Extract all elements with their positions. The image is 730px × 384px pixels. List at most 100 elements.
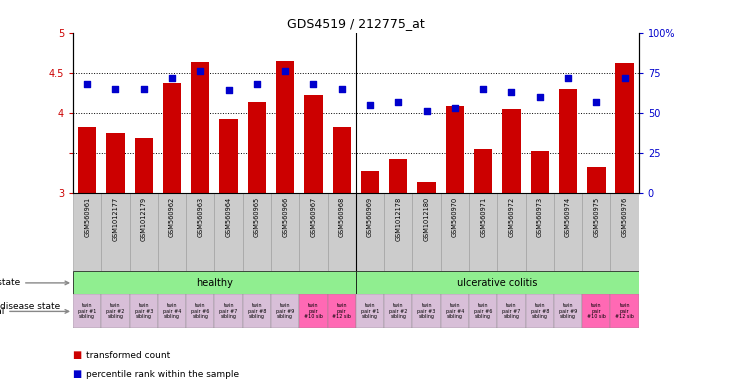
- Bar: [356, 295, 384, 328]
- Bar: [356, 193, 384, 271]
- Text: percentile rank within the sample: percentile rank within the sample: [86, 370, 239, 379]
- Bar: [583, 193, 610, 271]
- Text: twin
pair
#10 sib: twin pair #10 sib: [587, 303, 606, 319]
- Bar: [474, 149, 492, 193]
- Bar: [412, 193, 441, 271]
- Bar: [107, 133, 125, 193]
- Bar: [502, 109, 520, 193]
- Bar: [384, 193, 412, 271]
- Bar: [220, 119, 238, 193]
- Bar: [583, 295, 610, 328]
- Point: [166, 74, 178, 81]
- Point: [138, 86, 150, 92]
- Bar: [186, 193, 215, 271]
- Point: [81, 81, 93, 87]
- Bar: [446, 106, 464, 193]
- Bar: [497, 193, 526, 271]
- Point: [477, 86, 489, 92]
- Point: [307, 81, 319, 87]
- Point: [223, 87, 234, 93]
- Text: GSM1012179: GSM1012179: [141, 197, 147, 241]
- Text: twin
pair #7
sibling: twin pair #7 sibling: [502, 303, 520, 319]
- Text: GSM1012178: GSM1012178: [396, 197, 402, 241]
- Bar: [215, 295, 242, 328]
- Bar: [158, 193, 186, 271]
- Text: disease state: disease state: [0, 301, 61, 311]
- Text: GSM560971: GSM560971: [480, 197, 486, 237]
- Bar: [356, 271, 639, 295]
- Text: twin
pair #8
sibling: twin pair #8 sibling: [247, 303, 266, 319]
- Bar: [304, 95, 323, 193]
- Text: healthy: healthy: [196, 278, 233, 288]
- Text: twin
pair #3
sibling: twin pair #3 sibling: [418, 303, 436, 319]
- Bar: [526, 295, 554, 328]
- Text: twin
pair #9
sibling: twin pair #9 sibling: [559, 303, 577, 319]
- Title: GDS4519 / 212775_at: GDS4519 / 212775_at: [287, 17, 425, 30]
- Bar: [554, 295, 583, 328]
- Point: [449, 105, 461, 111]
- Bar: [610, 295, 639, 328]
- Bar: [130, 295, 158, 328]
- Bar: [101, 295, 130, 328]
- Bar: [531, 151, 549, 193]
- Point: [251, 81, 263, 87]
- Point: [562, 74, 574, 81]
- Bar: [559, 89, 577, 193]
- Bar: [587, 167, 605, 193]
- Bar: [276, 61, 294, 193]
- Point: [280, 68, 291, 74]
- Text: twin
pair
#12 sib: twin pair #12 sib: [615, 303, 634, 319]
- Text: twin
pair #2
sibling: twin pair #2 sibling: [389, 303, 407, 319]
- Bar: [469, 193, 497, 271]
- Text: GSM560965: GSM560965: [254, 197, 260, 237]
- Text: twin
pair #7
sibling: twin pair #7 sibling: [220, 303, 238, 319]
- Point: [506, 89, 518, 95]
- Text: ■: ■: [73, 369, 85, 379]
- Text: twin
pair
#12 sib: twin pair #12 sib: [332, 303, 351, 319]
- Bar: [134, 139, 153, 193]
- Bar: [384, 295, 412, 328]
- Text: GSM560961: GSM560961: [84, 197, 90, 237]
- Bar: [299, 193, 328, 271]
- Bar: [389, 159, 407, 193]
- Text: twin
pair
#10 sib: twin pair #10 sib: [304, 303, 323, 319]
- Text: GSM560969: GSM560969: [367, 197, 373, 237]
- Text: transformed count: transformed count: [86, 351, 170, 360]
- Text: twin
pair #1
sibling: twin pair #1 sibling: [361, 303, 379, 319]
- Text: twin
pair #3
sibling: twin pair #3 sibling: [134, 303, 153, 319]
- Bar: [615, 63, 634, 193]
- Text: GSM560970: GSM560970: [452, 197, 458, 237]
- Bar: [441, 295, 469, 328]
- Bar: [73, 271, 356, 295]
- Point: [110, 86, 121, 92]
- Bar: [163, 83, 181, 193]
- Bar: [215, 193, 242, 271]
- Point: [393, 99, 404, 105]
- Bar: [299, 295, 328, 328]
- Bar: [610, 193, 639, 271]
- Bar: [101, 193, 130, 271]
- Text: GSM560976: GSM560976: [622, 197, 628, 237]
- Bar: [526, 193, 554, 271]
- Bar: [158, 295, 186, 328]
- Text: GSM560966: GSM560966: [283, 197, 288, 237]
- Point: [420, 108, 432, 114]
- Bar: [186, 295, 215, 328]
- Bar: [73, 193, 101, 271]
- Text: GSM560975: GSM560975: [593, 197, 599, 237]
- Bar: [242, 193, 271, 271]
- Text: GSM560962: GSM560962: [169, 197, 175, 237]
- Bar: [554, 193, 583, 271]
- Text: GSM560964: GSM560964: [226, 197, 231, 237]
- Bar: [333, 127, 351, 193]
- Text: ■: ■: [73, 350, 85, 360]
- Text: twin
pair #8
sibling: twin pair #8 sibling: [531, 303, 549, 319]
- Text: GSM560967: GSM560967: [310, 197, 316, 237]
- Bar: [73, 295, 101, 328]
- Text: twin
pair #4
sibling: twin pair #4 sibling: [163, 303, 181, 319]
- Text: twin
pair #2
sibling: twin pair #2 sibling: [107, 303, 125, 319]
- Text: GSM1012180: GSM1012180: [423, 197, 429, 241]
- Text: twin
pair #9
sibling: twin pair #9 sibling: [276, 303, 294, 319]
- Text: twin
pair #1
sibling: twin pair #1 sibling: [78, 303, 96, 319]
- Point: [194, 68, 206, 74]
